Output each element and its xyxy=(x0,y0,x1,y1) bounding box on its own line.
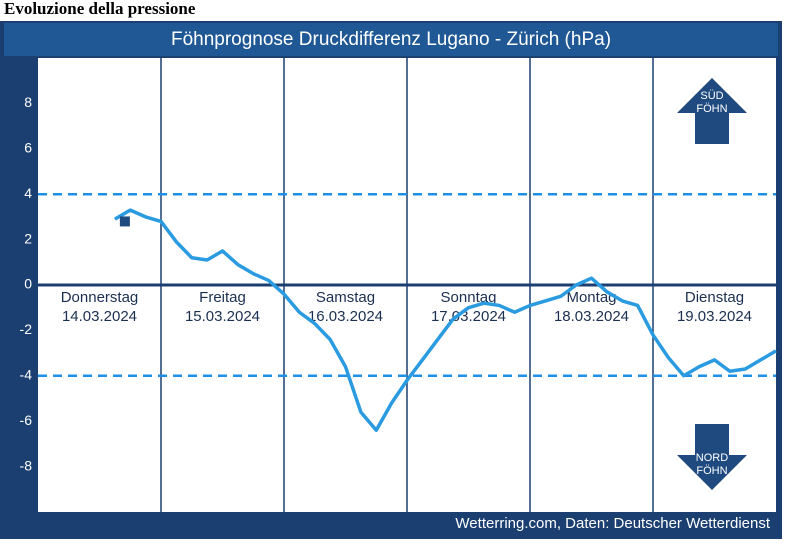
page-heading: Evoluzione della pressione xyxy=(4,0,196,18)
y-tick-label: 0 xyxy=(24,276,32,292)
day-date: 19.03.2024 xyxy=(677,308,752,325)
day-name: Sonntag xyxy=(441,289,497,306)
arrow-label: NORD xyxy=(696,452,728,464)
y-tick-label: 4 xyxy=(24,185,32,201)
current-marker xyxy=(119,216,130,227)
day-date: 17.03.2024 xyxy=(431,308,506,325)
arrow-label: SÜD xyxy=(700,90,723,102)
day-date: 15.03.2024 xyxy=(185,308,260,325)
y-tick-label: -4 xyxy=(20,367,33,383)
day-name: Dienstag xyxy=(685,289,744,306)
y-tick-label: -2 xyxy=(20,321,33,337)
arrow-label: FÖHN xyxy=(696,103,727,115)
y-tick-label: -8 xyxy=(20,457,33,473)
title-bar xyxy=(4,23,778,56)
source: Wetterring.com, Daten: Deutscher Wetterd… xyxy=(455,515,770,532)
arrow xyxy=(677,424,747,490)
day-date: 18.03.2024 xyxy=(554,308,629,325)
day-name: Freitag xyxy=(199,289,246,306)
day-date: 16.03.2024 xyxy=(308,308,383,325)
day-name: Donnerstag xyxy=(61,289,139,306)
arrow-label: FÖHN xyxy=(696,465,727,477)
day-date: 14.03.2024 xyxy=(62,308,137,325)
y-tick-label: 8 xyxy=(24,94,32,110)
y-tick-label: 6 xyxy=(24,140,32,156)
day-name: Montag xyxy=(566,289,616,306)
arrow xyxy=(677,78,747,144)
data-line xyxy=(113,208,777,433)
chart-title: Föhnprognose Druckdifferenz Lugano - Zür… xyxy=(171,29,611,50)
y-tick-label: 2 xyxy=(24,230,32,246)
y-tick-label: -6 xyxy=(20,412,33,428)
day-name: Samstag xyxy=(316,289,375,306)
